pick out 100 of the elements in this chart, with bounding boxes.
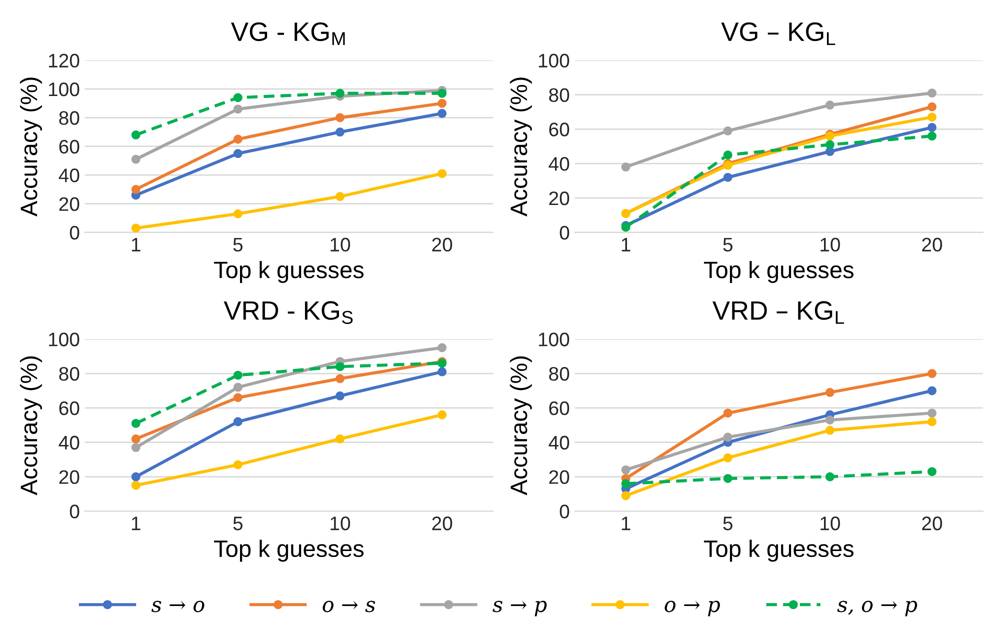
x-tick-label: 1 <box>622 238 630 252</box>
chart-title: VG – KG$_{L}$ <box>721 22 836 46</box>
point <box>825 415 834 424</box>
point <box>927 102 937 112</box>
y-tick-label: 60 <box>549 401 570 416</box>
point <box>233 417 242 426</box>
x-tick-label: 10 <box>820 238 840 252</box>
point <box>723 126 732 136</box>
chart-title: VRD – KG$_{L}$ <box>712 301 844 324</box>
point <box>825 472 834 482</box>
point <box>621 162 630 172</box>
point <box>438 169 447 178</box>
point <box>723 474 732 483</box>
point <box>927 132 937 141</box>
y-tick-label: 100 <box>49 82 80 96</box>
point <box>825 140 834 150</box>
legend-label: s → p <box>492 600 547 616</box>
point <box>927 122 937 132</box>
point <box>438 108 447 118</box>
x-tick-label: 5 <box>233 516 243 530</box>
point <box>233 393 242 402</box>
point <box>335 362 345 372</box>
y-axis-title: Accuracy (%) <box>20 356 42 496</box>
legend-label: o → s <box>322 600 376 612</box>
point <box>621 491 630 500</box>
y-tick-label: 0 <box>70 504 80 518</box>
x-tick-label: 1 <box>622 516 630 530</box>
y-tick-label: 40 <box>548 436 570 450</box>
y-tick-label: 60 <box>59 140 80 154</box>
y-tick-label: 40 <box>548 157 570 171</box>
point <box>927 386 937 396</box>
x-axis-title: Top k guesses <box>704 540 854 562</box>
point <box>927 368 937 378</box>
y-tick-label: 0 <box>560 226 570 240</box>
x-tick-label: 20 <box>922 238 942 252</box>
x-tick-label: 20 <box>922 516 942 530</box>
point <box>927 467 937 476</box>
y-tick-label: 20 <box>59 197 80 211</box>
point <box>335 113 345 122</box>
y-tick-label: 80 <box>59 366 80 381</box>
point <box>438 343 447 352</box>
y-tick-label: 100 <box>538 332 570 346</box>
chart-title: VRD - KG$_{S}$ <box>224 301 353 324</box>
x-tick-label: 20 <box>432 516 452 530</box>
point <box>927 112 937 122</box>
x-tick-label: 1 <box>132 516 140 530</box>
point <box>131 480 140 490</box>
point <box>723 172 732 182</box>
x-tick-label: 5 <box>723 516 732 530</box>
point <box>723 408 732 418</box>
point <box>233 382 242 392</box>
y-tick-label: 100 <box>49 332 80 346</box>
point <box>233 460 242 470</box>
legend-label: s → o <box>151 600 204 612</box>
point <box>233 93 242 102</box>
y-tick-label: 40 <box>58 436 80 450</box>
point <box>233 370 242 380</box>
point <box>621 479 630 488</box>
legend-label: s, o → p <box>837 600 918 616</box>
y-tick-label: 80 <box>549 366 570 381</box>
x-tick-label: 10 <box>330 238 350 252</box>
point <box>335 128 345 137</box>
y-tick-label: 60 <box>59 401 80 416</box>
point <box>131 434 140 444</box>
point <box>927 408 937 418</box>
point <box>131 154 140 164</box>
point <box>335 88 345 98</box>
point <box>131 472 140 482</box>
y-tick-label: 40 <box>58 168 80 182</box>
y-tick-label: 60 <box>549 122 570 136</box>
point <box>335 192 345 202</box>
x-tick-label: 5 <box>723 238 732 252</box>
point <box>438 88 447 98</box>
point <box>131 130 140 140</box>
point <box>233 209 242 218</box>
y-tick-label: 80 <box>59 111 80 125</box>
point <box>438 367 447 376</box>
x-tick-label: 10 <box>330 516 350 530</box>
y-tick-label: 80 <box>549 88 570 102</box>
y-tick-label: 0 <box>560 504 570 518</box>
point <box>825 388 834 397</box>
point <box>927 417 937 426</box>
y-tick-label: 20 <box>549 191 570 206</box>
y-tick-label: 100 <box>538 54 570 68</box>
y-tick-label: 0 <box>70 226 80 240</box>
point <box>335 374 345 384</box>
x-axis-title: Top k guesses <box>704 260 854 283</box>
point <box>335 391 345 400</box>
x-tick-label: 5 <box>233 238 243 252</box>
point <box>723 432 732 442</box>
point <box>131 224 140 232</box>
point <box>825 426 834 435</box>
y-tick-label: 120 <box>49 54 80 68</box>
point <box>723 453 732 462</box>
y-axis-title: Accuracy (%) <box>510 78 532 217</box>
point <box>233 134 242 144</box>
legend-label: o → p <box>664 600 720 616</box>
point <box>621 465 630 474</box>
point <box>233 104 242 114</box>
y-tick-label: 20 <box>549 470 570 484</box>
